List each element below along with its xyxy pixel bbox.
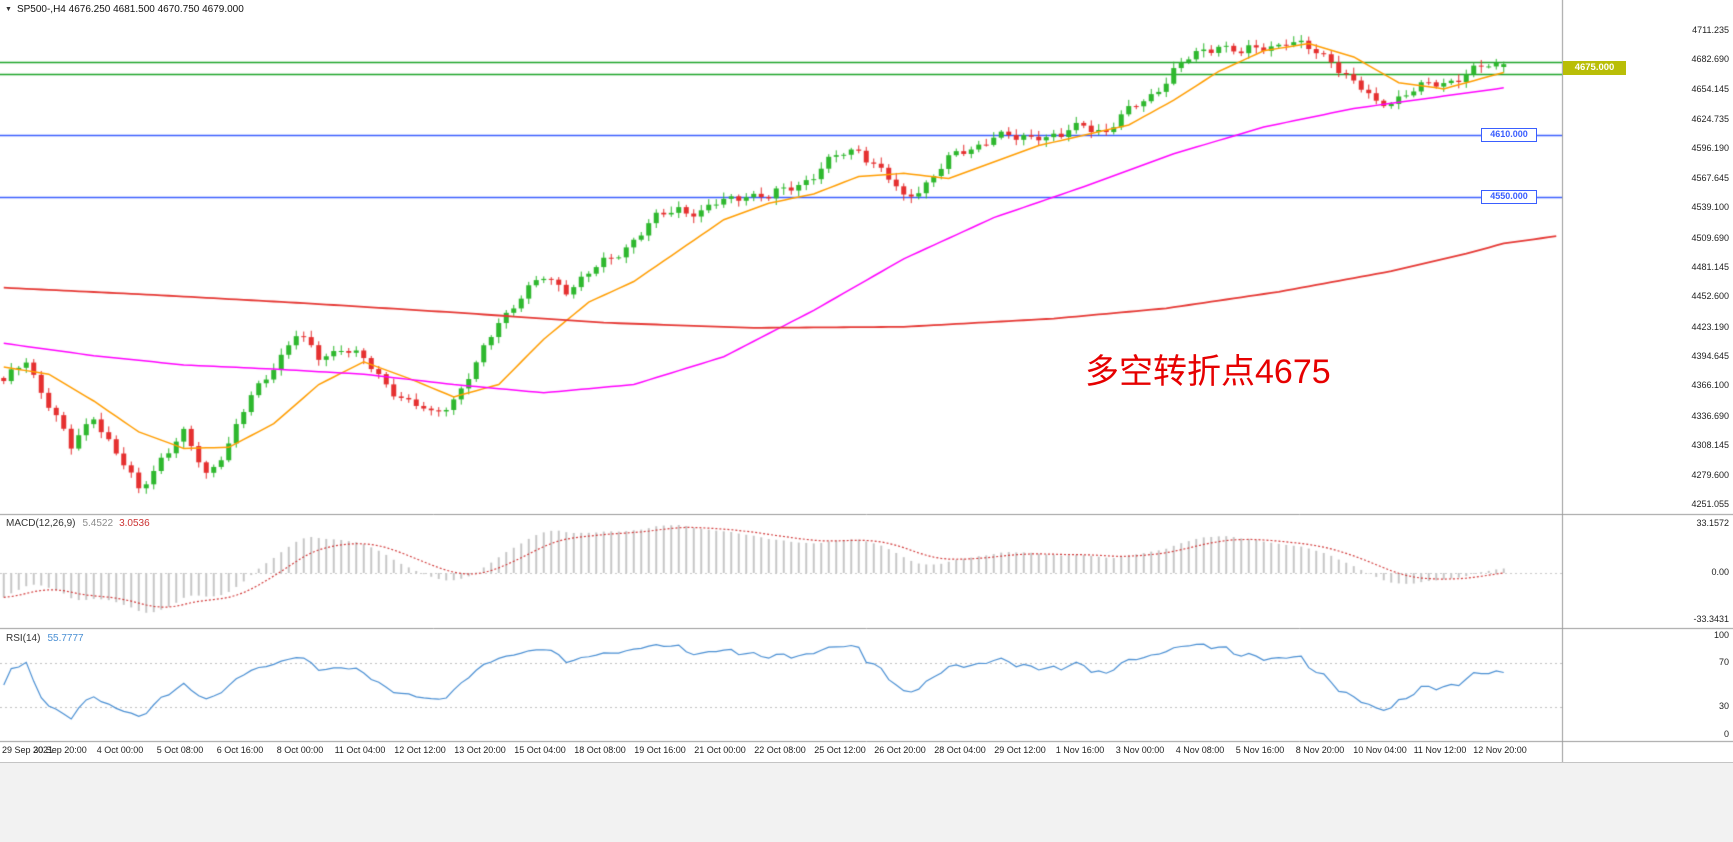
rsi-axis-label: 30	[1718, 700, 1729, 711]
symbol-ohlc-text: SP500-,H4 4676.250 4681.500 4670.750 467…	[16, 4, 244, 15]
rsi-value: 55.7777	[47, 633, 84, 644]
time-axis-label: 15 Oct 04:00	[514, 745, 566, 755]
price-axis-label: 4279.600	[1691, 469, 1729, 480]
time-axis-label: 4 Nov 08:00	[1175, 745, 1225, 755]
chart-annotation[interactable]: 多空转折点4675	[1085, 353, 1331, 391]
price-axis-label: 4394.645	[1691, 351, 1729, 362]
rsi-axis-label: 70	[1718, 657, 1729, 668]
time-axis-label: 13 Oct 20:00	[454, 745, 506, 755]
price-axis-label: 4682.690	[1691, 54, 1729, 65]
time-axis-label: 26 Oct 20:00	[874, 745, 926, 755]
rsi-indicator-label: RSI(14) 55.7777	[6, 633, 84, 644]
price-axis-label: 4624.735	[1691, 114, 1729, 125]
time-axis-label: 30 Sep 20:00	[33, 745, 87, 755]
time-axis-label: 1 Nov 16:00	[1055, 745, 1105, 755]
macd-main-value: 5.4522	[82, 518, 114, 529]
time-axis-label: 11 Nov 12:00	[1413, 745, 1467, 755]
time-axis-label: 12 Oct 12:00	[394, 745, 446, 755]
bottom-empty-area	[0, 762, 1733, 842]
level-label-4610[interactable]: 4610.000	[1481, 128, 1537, 142]
time-axis-label: 5 Nov 16:00	[1235, 745, 1285, 755]
time-axis-label: 8 Oct 00:00	[276, 745, 324, 755]
rsi-name: RSI(14)	[6, 633, 41, 644]
macd-axis-label: 33.1572	[1696, 518, 1729, 528]
time-axis-label: 29 Sep 2021	[2, 745, 54, 755]
price-axis-label: 4596.190	[1691, 143, 1729, 154]
time-axis-label: 12 Nov 20:00	[1473, 745, 1527, 755]
price-axis-label: 4308.145	[1691, 440, 1729, 451]
chevron-down-icon[interactable]: ▼	[5, 6, 12, 13]
time-axis-label: 3 Nov 00:00	[1115, 745, 1165, 755]
time-axis-label: 25 Oct 12:00	[814, 745, 866, 755]
macd-indicator-label: MACD(12,26,9) 5.4522 3.0536	[6, 518, 150, 529]
price-axis-label: 4366.100	[1691, 380, 1729, 391]
price-chart-canvas[interactable]	[0, 0, 1733, 762]
price-axis-label: 4481.145	[1691, 261, 1729, 272]
time-axis-label: 29 Oct 12:00	[994, 745, 1046, 755]
time-axis-label: 21 Oct 00:00	[694, 745, 746, 755]
price-axis-label: 4423.190	[1691, 321, 1729, 332]
price-axis-label: 4539.100	[1691, 202, 1729, 213]
price-axis-label: 4654.145	[1691, 83, 1729, 94]
time-axis-label: 19 Oct 16:00	[634, 745, 686, 755]
time-axis-label: 18 Oct 08:00	[574, 745, 626, 755]
price-axis-label: 4336.690	[1691, 410, 1729, 421]
time-axis-label: 10 Nov 04:00	[1353, 745, 1407, 755]
price-axis-label: 4452.600	[1691, 291, 1729, 302]
time-axis-label: 11 Oct 04:00	[334, 745, 386, 755]
symbol-info-bar[interactable]: ▼ SP500-,H4 4676.250 4681.500 4670.750 4…	[5, 4, 244, 15]
rsi-axis-label: 100	[1713, 630, 1729, 640]
macd-name: MACD(12,26,9)	[6, 518, 76, 529]
time-axis-label: 5 Oct 08:00	[156, 745, 204, 755]
macd-axis-label: -33.3431	[1693, 614, 1729, 624]
time-axis-label: 4 Oct 00:00	[96, 745, 144, 755]
price-axis-label: 4711.235	[1692, 24, 1729, 35]
time-axis-label: 22 Oct 08:00	[754, 745, 806, 755]
price-axis-label: 4509.690	[1691, 232, 1729, 243]
rsi-axis-label: 0	[1723, 729, 1729, 739]
macd-axis-label: 0.00	[1711, 567, 1729, 577]
time-axis-label: 28 Oct 04:00	[934, 745, 986, 755]
macd-signal-value: 3.0536	[119, 518, 150, 529]
time-axis-label: 6 Oct 16:00	[216, 745, 264, 755]
time-axis-label: 8 Nov 20:00	[1295, 745, 1345, 755]
level-label-4550[interactable]: 4550.000	[1481, 190, 1537, 204]
price-axis-label: 4251.055	[1691, 498, 1729, 509]
current-price-badge: 4675.000	[1563, 61, 1626, 75]
price-axis-label: 4567.645	[1691, 172, 1729, 183]
